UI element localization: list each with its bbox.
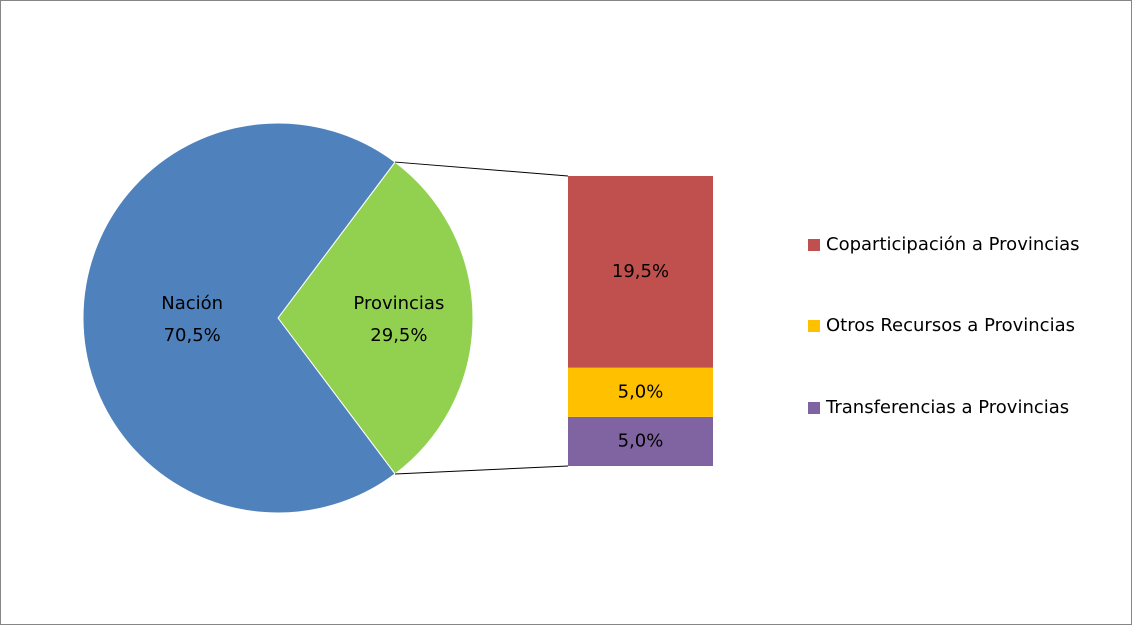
slice-value-label: 29,5% bbox=[370, 325, 427, 346]
bar-value-label: 19,5% bbox=[612, 261, 669, 282]
legend-label: Transferencias a Provincias bbox=[825, 397, 1069, 418]
pie-slice bbox=[82, 122, 396, 514]
bar-value-label: 5,0% bbox=[618, 430, 664, 451]
legend-label: Coparticipación a Provincias bbox=[826, 234, 1080, 255]
slice-value-label: 70,5% bbox=[164, 325, 221, 346]
connector-line bbox=[395, 465, 569, 475]
legend-swatch bbox=[808, 239, 820, 251]
legend-swatch bbox=[808, 402, 820, 414]
bar-segment bbox=[568, 367, 713, 417]
pie-slice bbox=[277, 161, 474, 475]
legend-swatch bbox=[808, 320, 820, 332]
legend-label: Otros Recursos a Provincias bbox=[826, 315, 1075, 336]
bar-segment bbox=[568, 176, 713, 368]
bar-segment bbox=[568, 416, 713, 466]
bar-value-label: 5,0% bbox=[618, 381, 664, 402]
connector-line bbox=[395, 161, 569, 177]
slice-label: Provincias bbox=[353, 293, 444, 314]
slice-label: Nación bbox=[161, 293, 223, 314]
